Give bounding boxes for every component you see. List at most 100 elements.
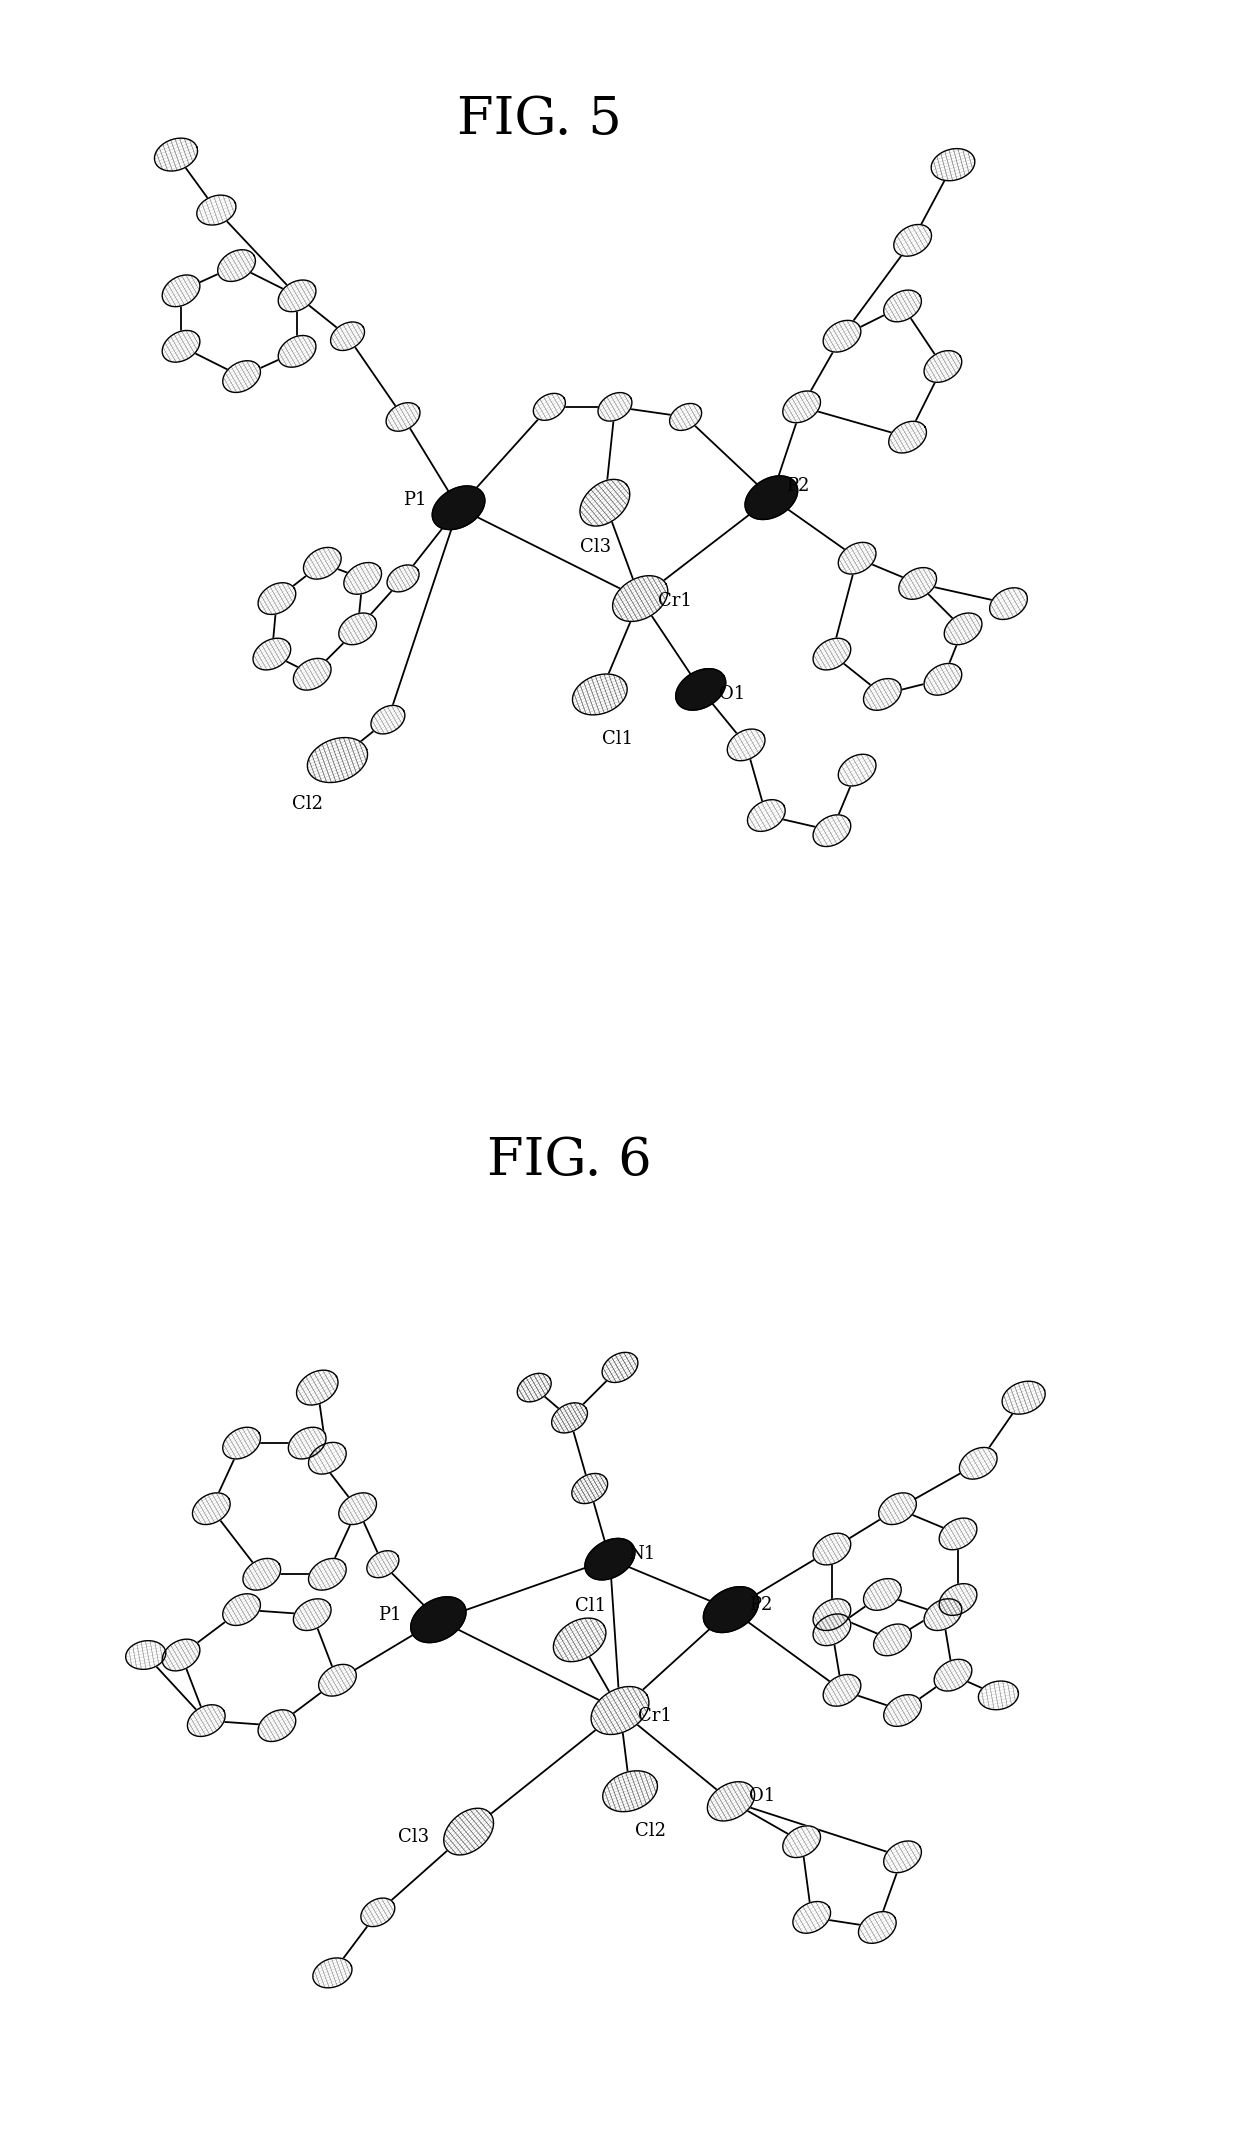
Polygon shape: [580, 479, 630, 526]
Polygon shape: [162, 1638, 200, 1670]
Text: P2: P2: [749, 1595, 773, 1615]
Text: P1: P1: [403, 492, 427, 509]
Polygon shape: [331, 322, 365, 350]
Polygon shape: [939, 1518, 977, 1550]
Polygon shape: [552, 1402, 588, 1432]
Polygon shape: [838, 754, 875, 786]
Polygon shape: [603, 1353, 637, 1383]
Text: Cl1: Cl1: [601, 730, 632, 747]
Polygon shape: [894, 225, 931, 255]
Polygon shape: [339, 1492, 377, 1524]
Polygon shape: [924, 350, 962, 382]
Polygon shape: [304, 547, 341, 580]
Polygon shape: [585, 1539, 635, 1580]
Polygon shape: [813, 638, 851, 670]
Polygon shape: [367, 1550, 399, 1578]
Polygon shape: [613, 575, 668, 620]
Text: N1: N1: [629, 1546, 655, 1563]
Polygon shape: [517, 1374, 552, 1402]
Polygon shape: [676, 668, 725, 711]
Polygon shape: [924, 663, 962, 696]
Text: O1: O1: [719, 685, 745, 704]
Polygon shape: [782, 391, 821, 423]
Polygon shape: [296, 1370, 339, 1404]
Polygon shape: [319, 1664, 356, 1696]
Polygon shape: [308, 739, 367, 782]
Polygon shape: [253, 638, 290, 670]
Polygon shape: [748, 799, 785, 831]
Polygon shape: [960, 1447, 997, 1479]
Polygon shape: [197, 195, 236, 225]
Polygon shape: [931, 148, 975, 180]
Polygon shape: [813, 1533, 851, 1565]
Polygon shape: [939, 1584, 977, 1615]
Polygon shape: [410, 1597, 466, 1642]
Polygon shape: [603, 1771, 657, 1812]
Polygon shape: [223, 361, 260, 393]
Polygon shape: [309, 1443, 346, 1475]
Text: Cr1: Cr1: [639, 1707, 672, 1724]
Polygon shape: [162, 275, 200, 307]
Polygon shape: [433, 485, 485, 530]
Polygon shape: [339, 614, 377, 644]
Polygon shape: [745, 477, 797, 520]
Polygon shape: [670, 404, 702, 429]
Polygon shape: [223, 1593, 260, 1625]
Polygon shape: [889, 421, 926, 453]
Text: P1: P1: [378, 1606, 402, 1623]
Polygon shape: [162, 331, 200, 363]
Text: Cr1: Cr1: [658, 593, 692, 610]
Polygon shape: [258, 1709, 296, 1741]
Text: O1: O1: [749, 1786, 775, 1806]
Polygon shape: [792, 1902, 831, 1932]
Polygon shape: [823, 320, 861, 352]
Polygon shape: [990, 588, 1028, 620]
Polygon shape: [858, 1911, 897, 1943]
Polygon shape: [978, 1681, 1018, 1709]
Text: P2: P2: [786, 477, 810, 494]
Polygon shape: [343, 563, 382, 595]
Polygon shape: [1002, 1381, 1045, 1415]
Polygon shape: [386, 404, 420, 432]
Polygon shape: [387, 565, 419, 593]
Polygon shape: [874, 1623, 911, 1655]
Polygon shape: [782, 1825, 821, 1857]
Polygon shape: [312, 1958, 352, 1988]
Polygon shape: [813, 1600, 851, 1630]
Text: Cl3: Cl3: [579, 539, 611, 556]
Polygon shape: [884, 1694, 921, 1726]
Text: FIG. 6: FIG. 6: [487, 1136, 652, 1187]
Polygon shape: [278, 335, 316, 367]
Polygon shape: [309, 1559, 346, 1591]
Polygon shape: [863, 678, 901, 711]
Polygon shape: [924, 1600, 962, 1630]
Text: Cl2: Cl2: [293, 794, 324, 814]
Polygon shape: [294, 659, 331, 689]
Polygon shape: [838, 543, 875, 573]
Polygon shape: [813, 1615, 851, 1645]
Polygon shape: [598, 393, 632, 421]
Polygon shape: [934, 1660, 972, 1692]
Polygon shape: [192, 1492, 231, 1524]
Polygon shape: [218, 249, 255, 281]
Polygon shape: [703, 1587, 759, 1632]
Polygon shape: [243, 1559, 280, 1591]
Polygon shape: [884, 290, 921, 322]
Polygon shape: [553, 1619, 606, 1662]
Polygon shape: [823, 1675, 861, 1707]
Polygon shape: [294, 1600, 331, 1630]
Polygon shape: [155, 137, 197, 172]
Polygon shape: [573, 674, 627, 715]
Polygon shape: [258, 582, 296, 614]
Text: Cl1: Cl1: [574, 1597, 605, 1615]
Polygon shape: [278, 279, 316, 311]
Polygon shape: [371, 706, 405, 734]
Polygon shape: [813, 816, 851, 846]
Polygon shape: [444, 1808, 494, 1855]
Polygon shape: [533, 393, 565, 421]
Text: Cl2: Cl2: [635, 1821, 666, 1840]
Polygon shape: [707, 1782, 755, 1821]
Polygon shape: [728, 730, 765, 760]
Text: Cl3: Cl3: [398, 1827, 429, 1846]
Polygon shape: [187, 1705, 226, 1737]
